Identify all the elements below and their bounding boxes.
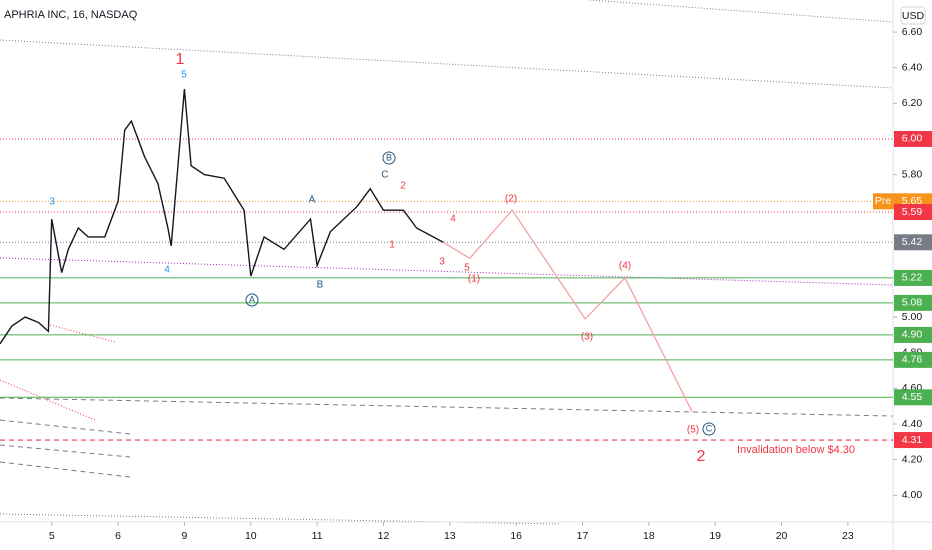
x-tick-label: 19 <box>709 530 721 542</box>
level-box <box>894 269 932 286</box>
level-label: 5.08 <box>902 297 923 309</box>
level-tag: Pre <box>875 195 892 207</box>
annotation: 1 <box>389 240 395 251</box>
level-label: 4.76 <box>902 354 923 366</box>
annotation: (1) <box>468 274 480 285</box>
annotation: Invalidation below $4.30 <box>737 444 855 456</box>
level-label: 4.31 <box>902 434 923 446</box>
chart-title: APHRIA INC, 16, NASDAQ <box>4 9 138 21</box>
annotation: 1 <box>176 51 185 68</box>
level-label: 4.55 <box>902 391 923 403</box>
x-tick-label: 23 <box>842 530 854 542</box>
annotation: 4 <box>450 214 456 225</box>
x-tick-label: 18 <box>643 530 655 542</box>
level-label: 5.59 <box>902 206 923 218</box>
annotation: (3) <box>581 332 593 343</box>
y-tick-label: 5.00 <box>902 311 923 323</box>
currency-box <box>900 6 926 25</box>
annotation: B <box>317 280 324 291</box>
x-tick-label: 13 <box>444 530 456 542</box>
level-box <box>894 389 932 406</box>
annotation: B <box>386 152 392 162</box>
level-box <box>894 432 932 449</box>
annotation: 2 <box>400 181 406 192</box>
level-box <box>894 204 932 221</box>
x-tick-label: 17 <box>577 530 589 542</box>
annotation-circle <box>382 151 396 165</box>
x-tick-label: 20 <box>776 530 788 542</box>
series-line <box>0 89 444 345</box>
level-box <box>894 294 932 311</box>
annotation: (5) <box>687 425 699 436</box>
annotation: C <box>706 423 713 433</box>
level-label: 5.22 <box>902 272 923 284</box>
annotation: 3 <box>439 257 445 268</box>
annotation-circle <box>702 422 716 436</box>
level-tag-box <box>873 193 894 210</box>
annotation: (4) <box>619 261 631 272</box>
y-tick-label: 4.20 <box>902 453 923 465</box>
x-tick-label: 11 <box>312 530 323 542</box>
annotation: C <box>381 170 388 181</box>
y-tick-label: 4.40 <box>902 418 923 430</box>
trend-lines <box>0 0 894 525</box>
currency-label: USD <box>902 10 925 22</box>
x-tick-label: 5 <box>49 530 55 542</box>
level-label: 6.00 <box>902 133 923 145</box>
level-box <box>894 234 932 251</box>
annotation: 3 <box>49 197 55 208</box>
y-tick-label: 6.60 <box>902 26 923 38</box>
x-tick-label: 12 <box>378 530 390 542</box>
annotation-circle <box>245 293 259 307</box>
level-box <box>894 326 932 343</box>
y-tick-label: 5.80 <box>902 168 923 180</box>
x-tick-label: 10 <box>245 530 257 542</box>
annotation: (2) <box>505 194 517 205</box>
y-tick-label: 6.20 <box>902 97 923 109</box>
series-line <box>442 209 693 412</box>
y-tick-label: 6.40 <box>902 61 923 73</box>
x-tick-label: 6 <box>115 530 121 542</box>
level-label: 5.42 <box>902 236 923 248</box>
level-box <box>894 351 932 368</box>
annotation: 2 <box>697 448 706 465</box>
level-label: 4.90 <box>902 329 923 341</box>
x-tick-label: 16 <box>510 530 522 542</box>
annotation: A <box>309 195 316 206</box>
level-box <box>894 130 932 147</box>
annotation: 5 <box>464 263 470 274</box>
y-tick-label: 4.00 <box>902 489 923 501</box>
annotation: A <box>249 294 255 304</box>
annotation: 4 <box>164 265 170 276</box>
annotation: 5 <box>181 70 187 81</box>
x-tick-label: 9 <box>182 530 188 542</box>
